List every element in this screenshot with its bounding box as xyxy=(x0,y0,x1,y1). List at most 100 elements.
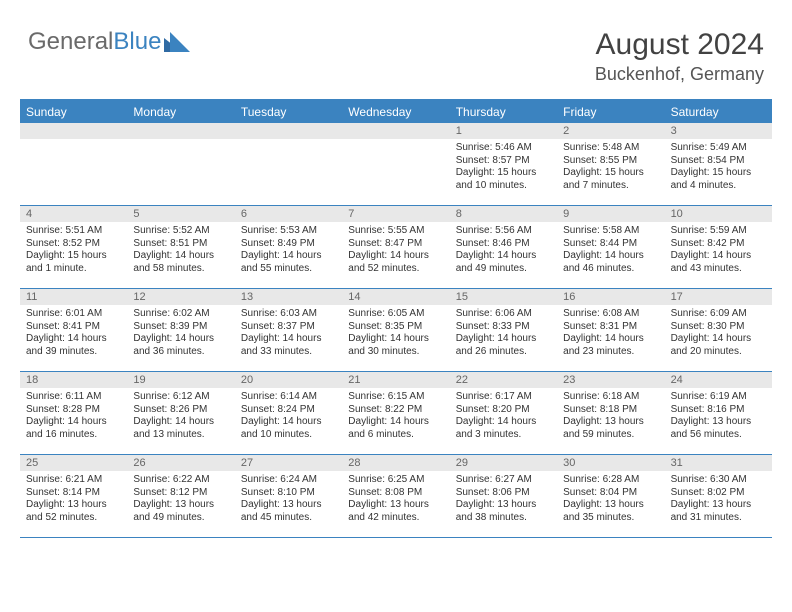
day-body: Sunrise: 5:56 AMSunset: 8:46 PMDaylight:… xyxy=(450,222,557,278)
day-number: 7 xyxy=(342,208,354,220)
daylight-text: Daylight: 14 hours and 26 minutes. xyxy=(456,333,551,358)
sunrise-text: Sunrise: 6:22 AM xyxy=(133,474,228,487)
sunrise-text: Sunrise: 5:56 AM xyxy=(456,225,551,238)
daylight-text: Daylight: 13 hours and 56 minutes. xyxy=(671,416,766,441)
day-body: Sunrise: 6:12 AMSunset: 8:26 PMDaylight:… xyxy=(127,388,234,444)
day-number: 17 xyxy=(665,291,683,303)
day-number: 23 xyxy=(557,374,575,386)
sunset-text: Sunset: 8:08 PM xyxy=(348,487,443,500)
day-cell: 17Sunrise: 6:09 AMSunset: 8:30 PMDayligh… xyxy=(665,289,772,371)
day-cell: 16Sunrise: 6:08 AMSunset: 8:31 PMDayligh… xyxy=(557,289,664,371)
day-number: 27 xyxy=(235,457,253,469)
day-number: 1 xyxy=(450,125,462,137)
day-body: Sunrise: 6:11 AMSunset: 8:28 PMDaylight:… xyxy=(20,388,127,444)
dow-fri: Friday xyxy=(557,101,664,123)
daynum-row: 30 xyxy=(557,455,664,471)
day-cell: 20Sunrise: 6:14 AMSunset: 8:24 PMDayligh… xyxy=(235,372,342,454)
sunrise-text: Sunrise: 6:24 AM xyxy=(241,474,336,487)
daylight-text: Daylight: 14 hours and 30 minutes. xyxy=(348,333,443,358)
daynum-row: 11 xyxy=(20,289,127,305)
daynum-row: 13 xyxy=(235,289,342,305)
sunrise-text: Sunrise: 6:17 AM xyxy=(456,391,551,404)
sunrise-text: Sunrise: 6:02 AM xyxy=(133,308,228,321)
daylight-text: Daylight: 14 hours and 10 minutes. xyxy=(241,416,336,441)
daynum-row: 5 xyxy=(127,206,234,222)
dow-tue: Tuesday xyxy=(235,101,342,123)
day-number: 16 xyxy=(557,291,575,303)
day-number: 12 xyxy=(127,291,145,303)
day-cell: 15Sunrise: 6:06 AMSunset: 8:33 PMDayligh… xyxy=(450,289,557,371)
day-cell: 5Sunrise: 5:52 AMSunset: 8:51 PMDaylight… xyxy=(127,206,234,288)
sunset-text: Sunset: 8:41 PM xyxy=(26,321,121,334)
daynum-row: 1 xyxy=(450,123,557,139)
day-cell: 22Sunrise: 6:17 AMSunset: 8:20 PMDayligh… xyxy=(450,372,557,454)
day-cell: 26Sunrise: 6:22 AMSunset: 8:12 PMDayligh… xyxy=(127,455,234,537)
sunset-text: Sunset: 8:31 PM xyxy=(563,321,658,334)
sunset-text: Sunset: 8:55 PM xyxy=(563,155,658,168)
sunset-text: Sunset: 8:57 PM xyxy=(456,155,551,168)
sunrise-text: Sunrise: 6:27 AM xyxy=(456,474,551,487)
sunrise-text: Sunrise: 6:28 AM xyxy=(563,474,658,487)
sunset-text: Sunset: 8:02 PM xyxy=(671,487,766,500)
week-row: 1Sunrise: 5:46 AMSunset: 8:57 PMDaylight… xyxy=(20,123,772,206)
daylight-text: Daylight: 14 hours and 46 minutes. xyxy=(563,250,658,275)
daynum-row: 24 xyxy=(665,372,772,388)
day-cell: 11Sunrise: 6:01 AMSunset: 8:41 PMDayligh… xyxy=(20,289,127,371)
day-cell: 31Sunrise: 6:30 AMSunset: 8:02 PMDayligh… xyxy=(665,455,772,537)
day-body: Sunrise: 5:55 AMSunset: 8:47 PMDaylight:… xyxy=(342,222,449,278)
daylight-text: Daylight: 15 hours and 4 minutes. xyxy=(671,167,766,192)
daylight-text: Daylight: 14 hours and 36 minutes. xyxy=(133,333,228,358)
sunset-text: Sunset: 8:47 PM xyxy=(348,238,443,251)
day-number: 30 xyxy=(557,457,575,469)
day-body: Sunrise: 6:03 AMSunset: 8:37 PMDaylight:… xyxy=(235,305,342,361)
sunset-text: Sunset: 8:52 PM xyxy=(26,238,121,251)
daynum-row xyxy=(20,123,127,139)
sunset-text: Sunset: 8:37 PM xyxy=(241,321,336,334)
day-number: 25 xyxy=(20,457,38,469)
day-body: Sunrise: 6:27 AMSunset: 8:06 PMDaylight:… xyxy=(450,471,557,527)
day-body xyxy=(20,139,127,145)
daynum-row xyxy=(127,123,234,139)
sunrise-text: Sunrise: 5:49 AM xyxy=(671,142,766,155)
day-body: Sunrise: 6:22 AMSunset: 8:12 PMDaylight:… xyxy=(127,471,234,527)
header: GeneralBlue August 2024 Buckenhof, Germa… xyxy=(0,0,792,93)
daynum-row: 8 xyxy=(450,206,557,222)
daynum-row: 19 xyxy=(127,372,234,388)
day-body: Sunrise: 6:15 AMSunset: 8:22 PMDaylight:… xyxy=(342,388,449,444)
sunset-text: Sunset: 8:06 PM xyxy=(456,487,551,500)
day-cell: 2Sunrise: 5:48 AMSunset: 8:55 PMDaylight… xyxy=(557,123,664,205)
daynum-row: 23 xyxy=(557,372,664,388)
daylight-text: Daylight: 13 hours and 38 minutes. xyxy=(456,499,551,524)
day-number: 19 xyxy=(127,374,145,386)
day-cell: 18Sunrise: 6:11 AMSunset: 8:28 PMDayligh… xyxy=(20,372,127,454)
dow-mon: Monday xyxy=(127,101,234,123)
day-body: Sunrise: 5:51 AMSunset: 8:52 PMDaylight:… xyxy=(20,222,127,278)
sunrise-text: Sunrise: 6:05 AM xyxy=(348,308,443,321)
day-body xyxy=(342,139,449,145)
daynum-row: 6 xyxy=(235,206,342,222)
daylight-text: Daylight: 14 hours and 49 minutes. xyxy=(456,250,551,275)
sunset-text: Sunset: 8:26 PM xyxy=(133,404,228,417)
sunset-text: Sunset: 8:49 PM xyxy=(241,238,336,251)
logo: GeneralBlue xyxy=(28,28,190,56)
day-cell: 30Sunrise: 6:28 AMSunset: 8:04 PMDayligh… xyxy=(557,455,664,537)
daynum-row: 22 xyxy=(450,372,557,388)
daynum-row: 25 xyxy=(20,455,127,471)
sunset-text: Sunset: 8:46 PM xyxy=(456,238,551,251)
location-label: Buckenhof, Germany xyxy=(595,64,764,85)
daynum-row: 7 xyxy=(342,206,449,222)
day-body: Sunrise: 5:48 AMSunset: 8:55 PMDaylight:… xyxy=(557,139,664,195)
day-number: 24 xyxy=(665,374,683,386)
day-number: 13 xyxy=(235,291,253,303)
day-cell: 10Sunrise: 5:59 AMSunset: 8:42 PMDayligh… xyxy=(665,206,772,288)
week-row: 25Sunrise: 6:21 AMSunset: 8:14 PMDayligh… xyxy=(20,455,772,538)
day-cell: 24Sunrise: 6:19 AMSunset: 8:16 PMDayligh… xyxy=(665,372,772,454)
logo-triangle-icon xyxy=(164,32,190,52)
daylight-text: Daylight: 15 hours and 7 minutes. xyxy=(563,167,658,192)
day-cell: 23Sunrise: 6:18 AMSunset: 8:18 PMDayligh… xyxy=(557,372,664,454)
sunset-text: Sunset: 8:16 PM xyxy=(671,404,766,417)
day-number: 22 xyxy=(450,374,468,386)
daylight-text: Daylight: 14 hours and 6 minutes. xyxy=(348,416,443,441)
daynum-row: 20 xyxy=(235,372,342,388)
daylight-text: Daylight: 14 hours and 16 minutes. xyxy=(26,416,121,441)
